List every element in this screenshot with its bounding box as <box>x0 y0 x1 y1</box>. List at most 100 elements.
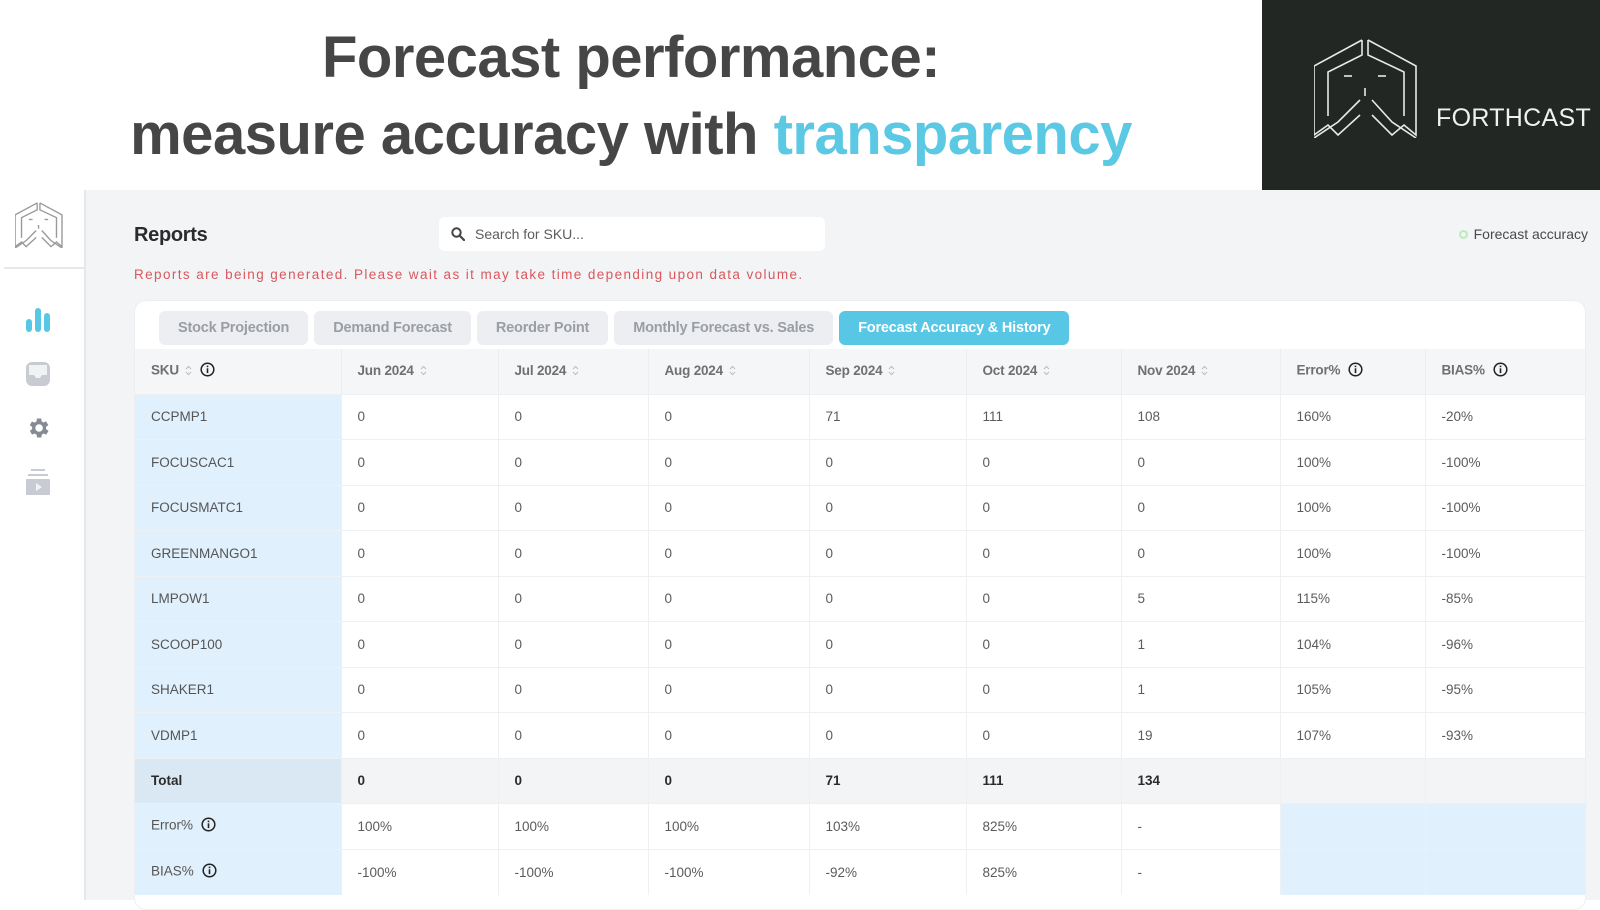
table-cell: -85% <box>1425 575 1585 622</box>
table-cell: 0 <box>341 666 499 713</box>
table-cell: 1 <box>1121 621 1281 667</box>
sku-cell: FOCUSMATC1 <box>135 484 342 531</box>
table-cell: -96% <box>1425 621 1585 667</box>
table-cell: -100% <box>1425 439 1585 485</box>
table-cell: 0 <box>966 530 1122 576</box>
sidebar-logo-icon[interactable] <box>15 202 63 248</box>
table-cell: 0 <box>648 712 810 758</box>
legend-label: Forecast accuracy <box>1473 226 1588 242</box>
sort-icon[interactable] <box>420 364 427 379</box>
total-cell: 111 <box>966 757 1122 804</box>
table-cell: -20% <box>1425 393 1585 440</box>
info-icon[interactable] <box>201 817 216 835</box>
table-cell: 0 <box>648 393 810 440</box>
sort-icon[interactable] <box>1043 364 1050 379</box>
table-cell: 0 <box>648 439 810 485</box>
column-header-jun-2024[interactable]: Jun 2024 <box>341 349 499 394</box>
sidebar-item-tutorials[interactable] <box>24 468 52 496</box>
video-library-icon <box>26 469 50 495</box>
empty-cell <box>1425 848 1585 895</box>
legend-dot-icon <box>1458 229 1468 239</box>
sort-icon[interactable] <box>185 364 192 379</box>
table-cell: -95% <box>1425 666 1585 713</box>
table-cell: 5 <box>1121 575 1281 622</box>
sidebar-item-settings[interactable] <box>24 414 52 442</box>
table-cell: -100% <box>498 848 649 895</box>
table-cell: 0 <box>1121 439 1281 485</box>
inbox-icon <box>26 362 50 386</box>
sku-search-input[interactable] <box>475 226 795 242</box>
error-pct-label: Error% <box>135 803 342 849</box>
total-cell: 0 <box>498 757 649 804</box>
sku-cell: VDMP1 <box>135 712 342 758</box>
info-icon[interactable] <box>1348 362 1363 380</box>
sku-cell: LMPOW1 <box>135 575 342 622</box>
table-cell: 115% <box>1280 575 1426 622</box>
empty-cell <box>1280 803 1426 849</box>
column-header-aug-2024[interactable]: Aug 2024 <box>648 349 810 394</box>
sort-icon[interactable] <box>729 364 736 379</box>
table-cell: 0 <box>498 530 649 576</box>
table-cell: 111 <box>966 393 1122 440</box>
total-cell: 134 <box>1121 757 1281 804</box>
table-cell: -100% <box>341 848 499 895</box>
table-cell: 0 <box>648 575 810 622</box>
table-cell: 0 <box>966 621 1122 667</box>
hero-title-accent: transparency <box>773 102 1133 167</box>
column-header-bias-pct: BIAS% <box>1425 349 1585 394</box>
gear-icon <box>29 418 49 438</box>
table-cell: 0 <box>498 439 649 485</box>
table-cell: 0 <box>648 484 810 531</box>
table-cell: 105% <box>1280 666 1426 713</box>
table-cell: 100% <box>1280 439 1426 485</box>
table-row: SCOOP100 0 0 0 0 0 1 104% -96% <box>135 621 1585 667</box>
info-icon[interactable] <box>202 863 217 881</box>
hero-title-prefix: measure accuracy with <box>130 102 774 167</box>
sort-icon[interactable] <box>1201 364 1208 379</box>
sidebar-item-inbox[interactable] <box>24 360 52 388</box>
table-cell: 825% <box>966 803 1122 849</box>
column-header-nov-2024[interactable]: Nov 2024 <box>1121 349 1281 394</box>
sidebar-item-reports[interactable] <box>24 306 52 334</box>
column-header-sep-2024[interactable]: Sep 2024 <box>809 349 967 394</box>
forecast-accuracy-table: SKU Jun 2024 Jul 2024 Aug 2024 Sep 2024 … <box>135 349 1585 895</box>
empty-cell <box>1280 757 1426 804</box>
table-header-row: SKU Jun 2024 Jul 2024 Aug 2024 Sep 2024 … <box>135 349 1585 394</box>
sku-cell: CCPMP1 <box>135 393 342 440</box>
column-header-error-pct: Error% <box>1280 349 1426 394</box>
column-header-oct-2024[interactable]: Oct 2024 <box>966 349 1122 394</box>
info-icon[interactable] <box>200 362 215 380</box>
tab-forecast-accuracy-history[interactable]: Forecast Accuracy & History <box>839 311 1070 345</box>
column-header-jul-2024[interactable]: Jul 2024 <box>498 349 649 394</box>
hero-title-line-1: Forecast performance: <box>321 25 941 90</box>
bias-pct-row: BIAS% -100% -100% -100% -92% 825% - <box>135 848 1585 895</box>
total-cell: 71 <box>809 757 967 804</box>
table-cell: 100% <box>1280 484 1426 531</box>
table-cell: 0 <box>648 621 810 667</box>
empty-cell <box>1425 803 1585 849</box>
table-cell: -100% <box>648 848 810 895</box>
table-cell: -93% <box>1425 712 1585 758</box>
total-row: Total 0 0 0 71 111 134 <box>135 757 1585 804</box>
table-row: GREENMANGO1 0 0 0 0 0 0 100% -100% <box>135 530 1585 576</box>
table-cell: 0 <box>966 712 1122 758</box>
table-cell: 0 <box>966 666 1122 713</box>
hero-title-line-2: measure accuracy with transparency <box>0 101 1262 168</box>
tab-demand-forecast[interactable]: Demand Forecast <box>314 311 471 345</box>
empty-cell <box>1280 848 1426 895</box>
brand-name: FORTHCAST <box>1436 104 1592 132</box>
report-card: Stock Projection Demand Forecast Reorder… <box>134 300 1586 910</box>
table-cell: 0 <box>966 484 1122 531</box>
tab-stock-projection[interactable]: Stock Projection <box>159 311 309 345</box>
table-cell: 0 <box>341 439 499 485</box>
sku-search[interactable] <box>439 217 825 251</box>
sort-icon[interactable] <box>572 364 579 379</box>
sku-cell: GREENMANGO1 <box>135 530 342 576</box>
column-header-sku[interactable]: SKU <box>135 349 342 394</box>
tab-monthly-forecast-vs-sales[interactable]: Monthly Forecast vs. Sales <box>614 311 834 345</box>
tab-reorder-point[interactable]: Reorder Point <box>476 311 609 345</box>
sort-icon[interactable] <box>888 364 895 379</box>
page-title: Reports <box>134 224 208 246</box>
table-cell: 0 <box>1121 484 1281 531</box>
info-icon[interactable] <box>1493 362 1508 380</box>
